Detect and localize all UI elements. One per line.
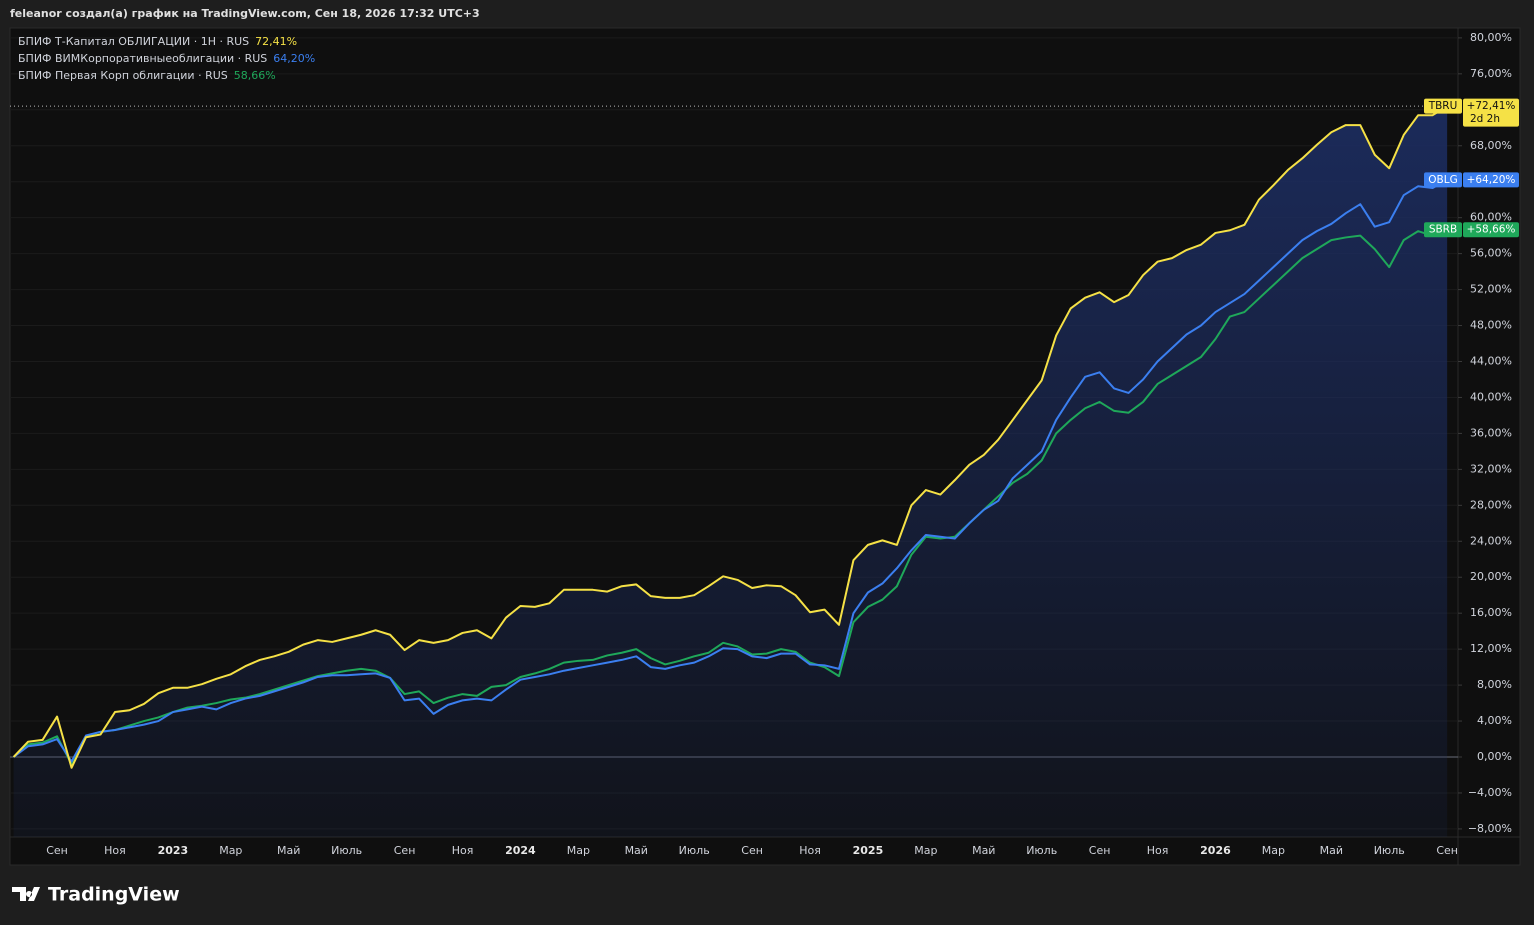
symbol-tag (1424, 222, 1462, 238)
y-tick-label: 32,00% (1470, 462, 1512, 475)
x-tick-label: Май (625, 844, 648, 857)
x-tick-label: Сен (394, 844, 416, 857)
y-tick-label: 60,00% (1470, 211, 1512, 224)
y-tick-label: 80,00% (1470, 31, 1512, 44)
x-tick-label: Ноя (799, 844, 821, 857)
x-tick-label: Ноя (104, 844, 126, 857)
x-tick-label: Ноя (1147, 844, 1169, 857)
price-tag-label: +72,41% (1467, 100, 1516, 112)
symbol-tag-label: SBRB (1429, 224, 1457, 236)
x-tick-label: Июль (1374, 844, 1405, 857)
y-tick-label: 24,00% (1470, 534, 1512, 547)
y-tick-label: 40,00% (1470, 390, 1512, 403)
y-tick-label: 48,00% (1470, 319, 1512, 332)
x-tick-label: Ноя (452, 844, 474, 857)
x-tick-label: 2025 (853, 844, 884, 857)
price-tag (1463, 98, 1519, 127)
y-tick-label: 56,00% (1470, 247, 1512, 260)
x-tick-label: Мар (567, 844, 590, 857)
symbol-tag (1424, 98, 1462, 114)
y-tick-label: 28,00% (1470, 498, 1512, 511)
legend-name: БПИФ Первая Корп облигации · RUS (18, 69, 228, 82)
y-tick-label: 16,00% (1470, 606, 1512, 619)
y-tick-label: 12,00% (1470, 642, 1512, 655)
x-tick-label: Сен (1436, 844, 1458, 857)
legend-entry: БПИФ ВИМКорпоративныеоблигации · RUS 64,2… (18, 52, 315, 65)
brand-name: TradingView (48, 884, 180, 906)
legend-entry: БПИФ Т-Капитал ОБЛИГАЦИИ · 1Н · RUS 72,41… (18, 35, 297, 48)
area (13, 106, 1448, 837)
series-line (12, 228, 1448, 766)
y-tick-label: 4,00% (1477, 714, 1512, 727)
series-line (12, 105, 1448, 769)
price-tag-label: +64,20% (1467, 174, 1516, 186)
legend-value: 64,20% (273, 52, 315, 65)
x-tick-label: Мар (1262, 844, 1285, 857)
x-tick-label: Июль (1026, 844, 1057, 857)
countdown-label: 2d 2h (1470, 113, 1500, 125)
y-tick-label: −8,00% (1468, 822, 1512, 835)
x-tick-label: Июль (679, 844, 710, 857)
price-tag (1463, 172, 1519, 188)
y-tick-label: 8,00% (1477, 678, 1512, 691)
y-tick-label: 20,00% (1470, 570, 1512, 583)
y-tick-label: 36,00% (1470, 426, 1512, 439)
legend-name: БПИФ Т-Капитал ОБЛИГАЦИИ · 1Н · RUS (18, 35, 249, 48)
price-tag (1463, 222, 1519, 238)
y-tick-label: 68,00% (1470, 139, 1512, 152)
x-tick-label: Мар (914, 844, 937, 857)
symbol-tag-label: OBLG (1428, 174, 1457, 186)
y-tick-label: 52,00% (1470, 283, 1512, 296)
legend-name: БПИФ ВИМКорпоративныеоблигации · RUS (18, 52, 267, 65)
y-tick-label: 44,00% (1470, 354, 1512, 367)
y-tick-label: −4,00% (1468, 786, 1512, 799)
x-tick-label: 2023 (158, 844, 189, 857)
legend-value: 72,41% (255, 35, 297, 48)
x-tick-label: Май (277, 844, 300, 857)
symbol-tag-label: TBRU (1428, 100, 1458, 112)
x-tick-label: 2026 (1200, 844, 1231, 857)
x-tick-label: Мар (219, 844, 242, 857)
chart-title: feleanor создал(а) график на TradingView… (10, 7, 480, 20)
y-tick-label: 0,00% (1477, 750, 1512, 763)
series-line (13, 179, 1448, 763)
x-tick-label: Сен (741, 844, 763, 857)
x-tick-label: Май (972, 844, 995, 857)
y-tick-label: 76,00% (1470, 67, 1512, 80)
price-tag-label: +58,66% (1467, 224, 1516, 236)
x-tick-label: Май (1320, 844, 1343, 857)
legend-entry: БПИФ Первая Корп облигации · RUS 58,66% (18, 69, 276, 82)
brand-logo: TradingView (12, 884, 180, 906)
x-tick-label: Июль (331, 844, 362, 857)
x-tick-label: Сен (46, 844, 68, 857)
x-tick-label: Сен (1089, 844, 1111, 857)
symbol-tag (1424, 172, 1462, 188)
x-tick-label: 2024 (505, 844, 536, 857)
legend-value: 58,66% (234, 69, 276, 82)
